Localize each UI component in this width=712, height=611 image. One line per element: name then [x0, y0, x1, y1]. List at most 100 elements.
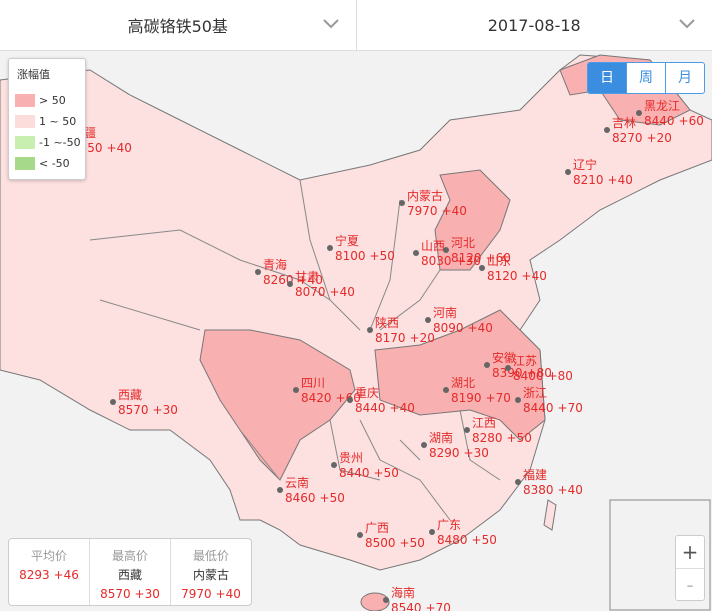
province-dot: [425, 317, 431, 323]
province-dot: [293, 387, 299, 393]
period-tabs: 日周月: [587, 62, 705, 94]
china: [0, 54, 712, 571]
province-dot: [413, 250, 419, 256]
tab[interactable]: 日: [588, 63, 626, 93]
stat-key: 最低价: [192, 549, 229, 563]
stats: 平均价 8293 +46 最高价 西藏 8570 +30 最低价 内蒙古 7970 +40: [8, 538, 252, 606]
province-value: 8030 +30: [421, 254, 481, 268]
province-price: 8070: [295, 285, 326, 299]
province-dark: [434, 169, 511, 271]
province-name: 湖北: [451, 375, 475, 390]
legend-item: -1 ~-50: [9, 132, 85, 153]
zoom-button[interactable]: +: [681, 540, 699, 564]
province-change: +20: [647, 131, 672, 145]
province-price: 8170: [375, 331, 406, 345]
province-change: +30: [153, 403, 178, 417]
province-value: 8480 +50: [437, 533, 497, 547]
chevron: [679, 19, 695, 29]
province-price: 8570: [118, 403, 149, 417]
province-price: 8440: [339, 466, 370, 480]
province-value: 8120 +40: [487, 269, 547, 283]
province-change: +50: [472, 533, 497, 547]
province-dot: [636, 110, 642, 116]
map: 新疆8550+40黑龙江8440+60吉林8270+20辽宁8210+40内蒙古…: [0, 54, 712, 611]
province-price: 8100: [335, 249, 366, 263]
province-dot: [357, 532, 363, 538]
province-dot: [421, 442, 427, 448]
stat-value: 8293 +46: [19, 568, 79, 582]
province-name: 吉林: [612, 116, 636, 130]
province-change: +40: [522, 269, 547, 283]
province-value: 8260 +40: [263, 273, 323, 287]
date-select[interactable]: 2017-08-18: [355, 0, 712, 50]
zoom-control: + -: [675, 535, 705, 601]
province-price: 8120: [487, 269, 518, 283]
province-name: 云南: [285, 475, 309, 490]
legend-swatch: [15, 136, 35, 149]
province-value: 8070 +40: [295, 285, 355, 299]
province-dot: [565, 169, 571, 175]
province-name: 四川: [301, 376, 325, 390]
province-price: 8280: [472, 431, 503, 445]
province-change: +70: [486, 391, 511, 405]
province-value: 8190 +70: [451, 391, 511, 405]
province-dark: [374, 309, 546, 441]
province-value: 8390 +80: [492, 366, 552, 380]
province-value: 8460 +50: [285, 491, 345, 505]
legend-swatch: [15, 115, 35, 128]
province-dot: [479, 265, 485, 271]
province-dot: [443, 247, 449, 253]
province-dot: [505, 365, 511, 371]
product: 高碳铬铁50基: [127, 17, 228, 36]
zoom-button[interactable]: -: [676, 568, 704, 601]
province-price: 8210: [573, 173, 604, 187]
hainan: [360, 592, 390, 611]
province-dot: [429, 529, 435, 535]
province-change: +50: [374, 466, 399, 480]
stat-value: 8570 +30: [100, 587, 160, 601]
province-name: 广东: [437, 518, 461, 532]
province-change: +60: [486, 251, 511, 265]
province-change: +50: [370, 249, 395, 263]
province-name: 海南: [391, 585, 415, 600]
province-dot: [399, 200, 405, 206]
province-price: 8460: [285, 491, 316, 505]
province-name: 内蒙古: [407, 188, 443, 203]
province-dot: [515, 479, 521, 485]
province-price: 8290: [429, 446, 460, 460]
legend-label: > 50: [39, 94, 66, 107]
province-change: +40: [298, 273, 323, 287]
province-change: +50: [320, 491, 345, 505]
province-change: +80: [548, 369, 573, 383]
province-value: 8500 +50: [365, 536, 425, 550]
province-name: 江苏: [513, 354, 537, 368]
legend: 涨幅值 > 50 1 ~ 50 -1 ~-50 < -50: [8, 58, 86, 180]
province-value: 7970 +40: [407, 204, 467, 218]
date: 2017-08-18: [487, 15, 581, 35]
province-name: 河北: [451, 236, 475, 250]
province-name: 江西: [472, 416, 496, 430]
stat: 最低价 内蒙古 7970 +40: [170, 539, 251, 605]
stat-key: 平均价: [30, 549, 67, 563]
product-select[interactable]: 高碳铬铁50基: [0, 0, 356, 50]
province-value: 8100 +50: [335, 249, 395, 263]
tab[interactable]: 月: [665, 63, 704, 93]
province-dot: [464, 427, 470, 433]
province-dot: [287, 281, 293, 287]
province-price: 8270: [612, 131, 643, 145]
province-value: 8570 +30: [118, 403, 178, 417]
province-change: +40: [390, 401, 415, 415]
province-dot: [331, 462, 337, 468]
province-name: 河南: [433, 305, 457, 320]
province-name: 西藏: [118, 388, 142, 402]
province-dot: [255, 269, 261, 275]
province-value: 8090 +40: [433, 321, 493, 335]
province-name: 甘肃: [295, 270, 319, 284]
province-name: 安徽: [492, 350, 516, 365]
stat: 最高价 西藏 8570 +30: [89, 539, 170, 605]
borders: [89, 179, 501, 521]
province-name: 辽宁: [573, 157, 597, 172]
taiwan: [543, 499, 557, 531]
tab[interactable]: 周: [626, 63, 665, 93]
